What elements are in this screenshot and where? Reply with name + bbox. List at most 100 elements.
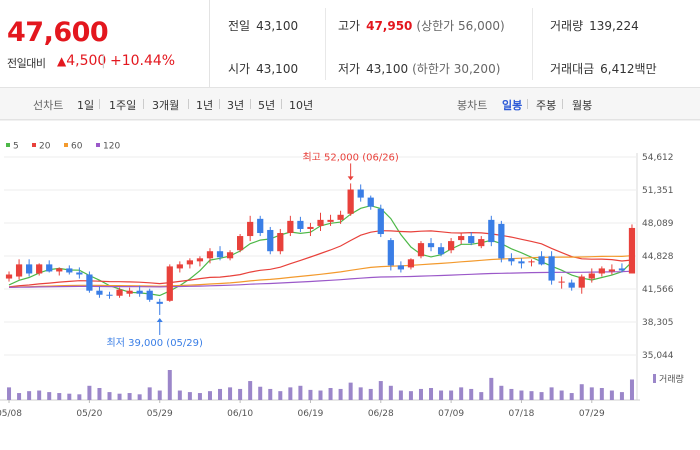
- period-1w[interactable]: 1주일: [109, 99, 137, 112]
- volume-bar: [559, 390, 564, 400]
- volume-bar: [207, 391, 212, 400]
- volume-bar: [308, 389, 313, 400]
- period-3m[interactable]: 3개월: [152, 99, 180, 112]
- period-3y[interactable]: 3년: [227, 99, 245, 112]
- candle-body: [528, 261, 535, 263]
- candle: [437, 243, 445, 257]
- change-amount: ▲4,500: [57, 53, 106, 69]
- candle-body: [407, 259, 415, 268]
- volume-bar: [449, 390, 454, 400]
- candle: [156, 298, 163, 315]
- candle: [287, 215, 294, 237]
- change-label: 전일대비: [7, 57, 46, 70]
- volume-bar: [479, 392, 484, 400]
- volume-bar: [489, 377, 494, 400]
- candle-body: [66, 268, 73, 273]
- candle-body: [397, 265, 404, 270]
- open-price: 시가 43,100: [228, 60, 298, 77]
- candle-body: [578, 276, 585, 288]
- y-axis: 54,612 51,351 48,089 44,828 41,566 38,305 35,0…: [642, 153, 674, 361]
- candle-body: [186, 260, 193, 265]
- volume-bar: [429, 388, 434, 400]
- candle-body: [598, 268, 605, 274]
- volume-legend-swatch: [653, 374, 656, 383]
- candle-body: [126, 290, 133, 294]
- candle-body: [287, 220, 294, 234]
- candle-body: [206, 251, 214, 259]
- y-tick-label: 38,305: [642, 318, 674, 328]
- candle-body: [15, 264, 23, 277]
- separator: [527, 99, 528, 109]
- candle: [357, 184, 364, 202]
- candle: [337, 210, 344, 224]
- period-1y[interactable]: 1년: [196, 99, 214, 112]
- candle: [237, 234, 244, 253]
- ma-line-20: [8, 230, 633, 288]
- x-tick-label: 07/18: [508, 409, 534, 419]
- candle: [407, 258, 415, 270]
- candle-body: [237, 236, 244, 251]
- candle-body: [458, 236, 465, 241]
- period-daily[interactable]: 일봉: [502, 99, 523, 112]
- volume-bar: [197, 393, 202, 400]
- candle: [56, 267, 63, 276]
- line-chart-label: 선차트: [33, 99, 64, 112]
- legend-label: 20: [39, 142, 51, 152]
- volume-bar: [17, 393, 22, 400]
- candle-body: [468, 236, 475, 244]
- chart-toolbar: 선차트 1일 1주일 3개월 1년 3년 5년 10년 봉차트 일봉 주봉 월봉: [0, 88, 700, 120]
- volume: 거래량 139,224: [550, 17, 639, 34]
- volume-value: 139,224: [589, 19, 639, 33]
- candle-body: [277, 233, 284, 252]
- volume-bar: [238, 388, 243, 400]
- period-weekly[interactable]: 주봉: [536, 99, 557, 112]
- candle-body: [56, 268, 63, 272]
- candle: [317, 212, 324, 231]
- candle: [106, 291, 113, 299]
- candle-body: [347, 189, 354, 214]
- candle: [468, 231, 475, 246]
- candle: [267, 226, 274, 255]
- volume-bar: [358, 387, 363, 400]
- y-tick-label: 41,566: [642, 285, 674, 295]
- candle: [206, 248, 214, 264]
- candle-body: [226, 252, 234, 259]
- volume-bar: [599, 388, 604, 400]
- volume-bar: [187, 392, 192, 400]
- period-1d[interactable]: 1일: [77, 99, 95, 112]
- candle-body: [448, 241, 455, 251]
- volume-bar: [378, 381, 383, 400]
- price-box: 47,600 전일대비 ▲4,500 | +10.44%: [0, 0, 210, 88]
- period-monthly[interactable]: 월봉: [572, 99, 593, 112]
- volume-bar: [258, 386, 263, 400]
- candle: [247, 215, 254, 242]
- candle: [387, 238, 394, 271]
- candle-body: [247, 221, 254, 237]
- volume-bar: [47, 392, 52, 400]
- ma-line-60: [8, 255, 633, 288]
- period-5y[interactable]: 5년: [258, 99, 276, 112]
- volume-bar: [67, 393, 72, 400]
- candle-body: [297, 220, 304, 229]
- price-chart: 5 20 60 120 최고 52,000 (06/26) 최저 39,000 (05/…: [0, 120, 700, 419]
- candle-body: [76, 272, 83, 275]
- period-10y[interactable]: 10년: [289, 99, 314, 112]
- candle-body: [437, 247, 445, 255]
- volume-bar: [348, 382, 353, 400]
- candle-body: [417, 243, 425, 257]
- volume-bar: [298, 385, 303, 400]
- candle: [427, 238, 435, 252]
- candle-body: [26, 264, 33, 274]
- candle: [196, 256, 204, 267]
- volume-bar: [509, 388, 514, 400]
- candle-body: [508, 258, 515, 262]
- candle-body: [307, 226, 314, 229]
- prev-close-value: 43,100: [256, 19, 299, 33]
- volume-bar: [529, 391, 534, 400]
- candle-body: [196, 258, 204, 262]
- open-label: 시가: [228, 62, 251, 76]
- candle-body: [46, 264, 53, 272]
- candle-body: [136, 290, 143, 294]
- candle-body: [618, 268, 626, 271]
- low-value: 43,100: [366, 62, 409, 76]
